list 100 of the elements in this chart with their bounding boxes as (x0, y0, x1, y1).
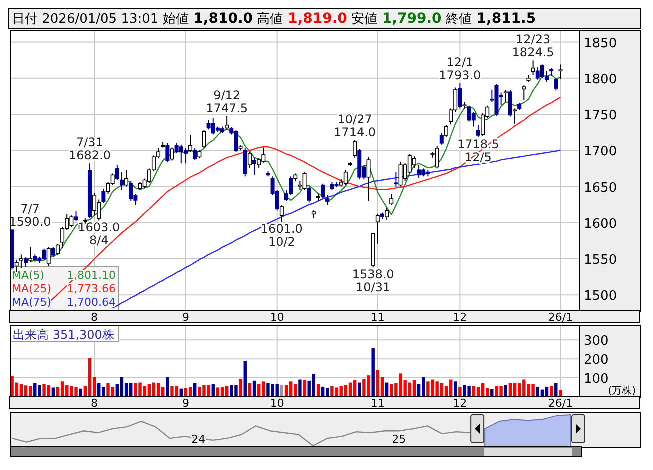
x-tick-label: 8 (91, 397, 98, 410)
candlestick (102, 188, 106, 204)
candlestick (56, 244, 60, 256)
annotation: 1601.0 (260, 222, 303, 236)
x-tick-label: 26/1 (548, 311, 574, 324)
annotation: 1590.0 (9, 215, 52, 230)
candlestick (188, 134, 193, 153)
y-tick-label: 1750 (584, 108, 618, 124)
x-tick-label: 11 (370, 311, 385, 324)
annotation: 1747.5 (206, 101, 248, 116)
candlestick (326, 194, 330, 206)
bar (298, 380, 302, 397)
bar (79, 388, 82, 397)
x-tick-label: 8 (91, 311, 98, 324)
candlestick (554, 78, 558, 92)
bar (559, 390, 562, 397)
candlestick (522, 85, 526, 101)
y-tick-label: 1500 (584, 289, 618, 304)
annotation: 12/1 (446, 55, 474, 70)
bar (225, 386, 229, 397)
candlestick (202, 130, 206, 149)
candlestick (225, 116, 230, 130)
candlestick (92, 192, 97, 216)
candlestick (321, 183, 326, 199)
x-tick-label: 12 (453, 397, 468, 410)
y-tick-label: 1700 (584, 144, 618, 160)
x-tick-label: 25 (392, 433, 406, 446)
bar (454, 382, 458, 397)
candlestick (120, 172, 124, 191)
bar (312, 374, 316, 397)
bar (216, 388, 220, 397)
bar (239, 379, 242, 397)
candlestick (508, 89, 512, 118)
bar (212, 384, 215, 397)
candlestick (28, 246, 33, 264)
candlestick (24, 257, 28, 268)
candlestick (417, 164, 422, 179)
bar (28, 386, 32, 397)
candlestick (307, 186, 312, 204)
annotation: 9/12 (214, 88, 241, 102)
candlestick (376, 214, 380, 244)
candlestick (129, 180, 134, 202)
candlestick (440, 132, 444, 146)
candlestick (257, 158, 262, 168)
candlestick (353, 140, 358, 158)
x-tick-label: 10 (270, 311, 284, 324)
candlestick (435, 146, 440, 170)
bar (60, 382, 64, 397)
y-tick-label: 200 (584, 353, 609, 368)
x-tick-label: 10 (270, 397, 284, 410)
bar (490, 389, 494, 397)
annotation: 12/23 (516, 32, 551, 47)
bar (303, 380, 306, 397)
candlestick (385, 208, 390, 220)
annotation: 1,773.66 (67, 282, 116, 296)
candlestick (166, 142, 170, 163)
candlestick (394, 172, 398, 188)
annotation: 10/27 (338, 112, 372, 127)
bar (166, 377, 170, 397)
candlestick (51, 246, 56, 258)
candlestick (476, 124, 480, 138)
x-tick-label: 12 (453, 311, 468, 324)
bar (316, 384, 320, 397)
candlestick (458, 82, 462, 110)
candlestick (193, 148, 198, 161)
candlestick (412, 156, 416, 168)
x-tick-label: 26/1 (548, 397, 574, 410)
annotation: 1538.0 (352, 268, 394, 282)
bar (458, 386, 462, 397)
bar (24, 386, 28, 397)
bar (372, 348, 375, 397)
bar (353, 380, 357, 397)
annotation: 1824.5 (512, 46, 554, 60)
candlestick (115, 164, 120, 181)
candlestick (366, 156, 371, 202)
annotation: 7/31 (76, 136, 104, 150)
annotation: 1714.0 (334, 126, 376, 140)
series-label: MA(5) (12, 269, 45, 282)
annotation: 1682.0 (68, 148, 111, 163)
chart-title: 出来高 351,300株 (13, 328, 114, 342)
candlestick (504, 89, 508, 103)
candlestick (184, 148, 188, 164)
candlestick (280, 205, 284, 223)
series-label: MA(25) (12, 282, 52, 296)
candlestick (531, 60, 536, 76)
candlestick (243, 148, 248, 178)
candlestick (248, 152, 252, 168)
annotation: 8/4 (89, 234, 109, 248)
candlestick (170, 147, 174, 162)
bar (88, 358, 92, 397)
x-tick-label: 11 (370, 397, 385, 410)
candlestick (444, 124, 448, 138)
candlestick (390, 193, 394, 206)
y-tick-label: 1550 (584, 252, 618, 268)
y-axis-title: (万株) (608, 385, 636, 397)
bar (244, 361, 247, 397)
y-tick-label: 1850 (584, 36, 618, 52)
y-tick-label: 1800 (584, 72, 618, 88)
bar (289, 382, 293, 397)
annotation: 10/31 (356, 280, 391, 295)
